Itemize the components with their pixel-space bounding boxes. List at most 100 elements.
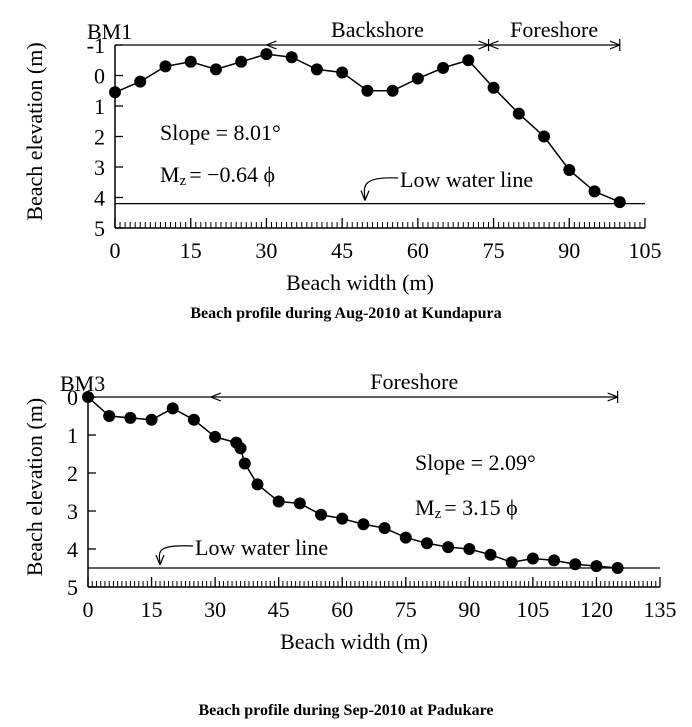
mz-sub: z — [180, 173, 187, 189]
x-tick-label: 15 — [141, 597, 163, 622]
profile-point — [336, 512, 349, 525]
x-tick-label: 45 — [268, 597, 290, 622]
profile-point — [145, 413, 158, 426]
profile-point — [526, 552, 539, 565]
profile-point — [166, 402, 179, 415]
x-axis-title: Beach width (m) — [280, 629, 428, 654]
mz-label: Mz = −0.64 ϕ — [160, 162, 275, 189]
low-water-arrow — [159, 545, 194, 565]
y-tick-label: 3 — [94, 155, 105, 180]
mz-main: M — [415, 495, 435, 520]
x-tick-label: 30 — [255, 238, 277, 263]
x-axis-title: Beach width (m) — [286, 270, 434, 295]
zone-label: Foreshore — [370, 369, 458, 394]
profile-point — [613, 196, 626, 209]
profile-point — [260, 48, 273, 61]
profile-point — [569, 558, 582, 571]
profile-line — [87, 396, 618, 569]
y-tick-label: 2 — [94, 125, 105, 150]
profile-point — [442, 541, 455, 554]
profile-point — [251, 478, 264, 491]
mz-label: Mz = 3.15 ϕ — [415, 495, 518, 522]
profile-point — [82, 391, 94, 403]
profile-point — [285, 51, 298, 64]
x-tick-label: 105 — [629, 238, 662, 263]
profile-point — [187, 413, 200, 426]
x-tick-label: 60 — [407, 238, 429, 263]
y-tick-label: 5 — [94, 216, 105, 241]
mz-rest: = 3.15 ϕ — [444, 495, 518, 520]
x-tick-label: 105 — [516, 597, 549, 622]
profile-point — [234, 442, 247, 455]
profile-point — [134, 75, 147, 88]
y-axis-title: Beach elevation (m) — [22, 42, 47, 220]
y-tick-label: -1 — [87, 33, 105, 58]
y-tick-label: 0 — [67, 385, 78, 410]
profile-point — [235, 55, 248, 68]
y-tick-label: 5 — [67, 575, 78, 600]
profile-point — [238, 457, 251, 470]
profile-point — [272, 495, 285, 508]
low-water-label: Low water line — [195, 535, 328, 560]
x-tick-label: 90 — [458, 597, 480, 622]
profile-point — [588, 185, 601, 198]
profile-point — [548, 554, 561, 567]
x-tick-label: 45 — [331, 238, 353, 263]
y-tick-label: 0 — [94, 64, 105, 89]
x-tick-label: 0 — [110, 238, 121, 263]
y-tick-label: 3 — [67, 499, 78, 524]
profile-point — [411, 72, 424, 85]
profile-point — [361, 84, 374, 97]
profile-point — [512, 107, 525, 120]
x-tick-label: 60 — [331, 597, 353, 622]
datum-label: BM1 — [87, 19, 132, 44]
caption: Beach profile during Aug-2010 at Kundapu… — [190, 305, 501, 322]
y-tick-label: 1 — [67, 423, 78, 448]
zone-label: Backshore — [331, 17, 424, 42]
y-tick-label: 4 — [67, 537, 78, 562]
profile-point — [209, 63, 222, 76]
mz-main: M — [160, 162, 180, 187]
profile-point — [463, 543, 476, 555]
x-tick-label: 120 — [580, 597, 613, 622]
profile-point — [184, 55, 197, 68]
profile-point — [159, 60, 172, 73]
slope-label: Slope = 8.01° — [160, 120, 281, 145]
profile-point — [462, 54, 475, 67]
low-water-arrow — [364, 177, 399, 201]
profile-point — [399, 531, 412, 544]
profile-point — [420, 537, 433, 550]
profile-point — [357, 518, 370, 531]
profile-point — [209, 430, 222, 443]
low-water-label: Low water line — [400, 167, 533, 192]
x-tick-label: 15 — [180, 238, 202, 263]
mz-sub: z — [435, 506, 442, 522]
x-tick-label: 30 — [204, 597, 226, 622]
profile-point — [563, 164, 576, 177]
profile-point — [484, 548, 497, 561]
profile-point — [386, 84, 399, 97]
zone-label: Foreshore — [510, 17, 598, 42]
profile-point — [611, 562, 624, 574]
datum-label: BM3 — [60, 371, 105, 396]
x-tick-label: 75 — [483, 238, 505, 263]
mz-rest: = −0.64 ϕ — [189, 162, 275, 187]
profile-point — [437, 61, 450, 74]
y-tick-label: 4 — [94, 186, 105, 211]
x-tick-label: 0 — [83, 597, 94, 622]
profile-point — [378, 522, 391, 535]
profile-point — [103, 410, 116, 422]
profile-point — [590, 560, 603, 573]
caption: Beach profile during Sep-2010 at Padukar… — [199, 702, 494, 719]
profile-point — [293, 497, 306, 510]
x-tick-label: 135 — [644, 597, 677, 622]
profile-point — [505, 556, 518, 569]
profile-point — [315, 508, 328, 521]
x-tick-label: 90 — [558, 238, 580, 263]
profile-point — [336, 66, 349, 79]
profile-point — [124, 411, 137, 424]
y-tick-label: 1 — [94, 94, 105, 119]
slope-label: Slope = 2.09° — [415, 450, 536, 475]
x-tick-label: 75 — [395, 597, 417, 622]
